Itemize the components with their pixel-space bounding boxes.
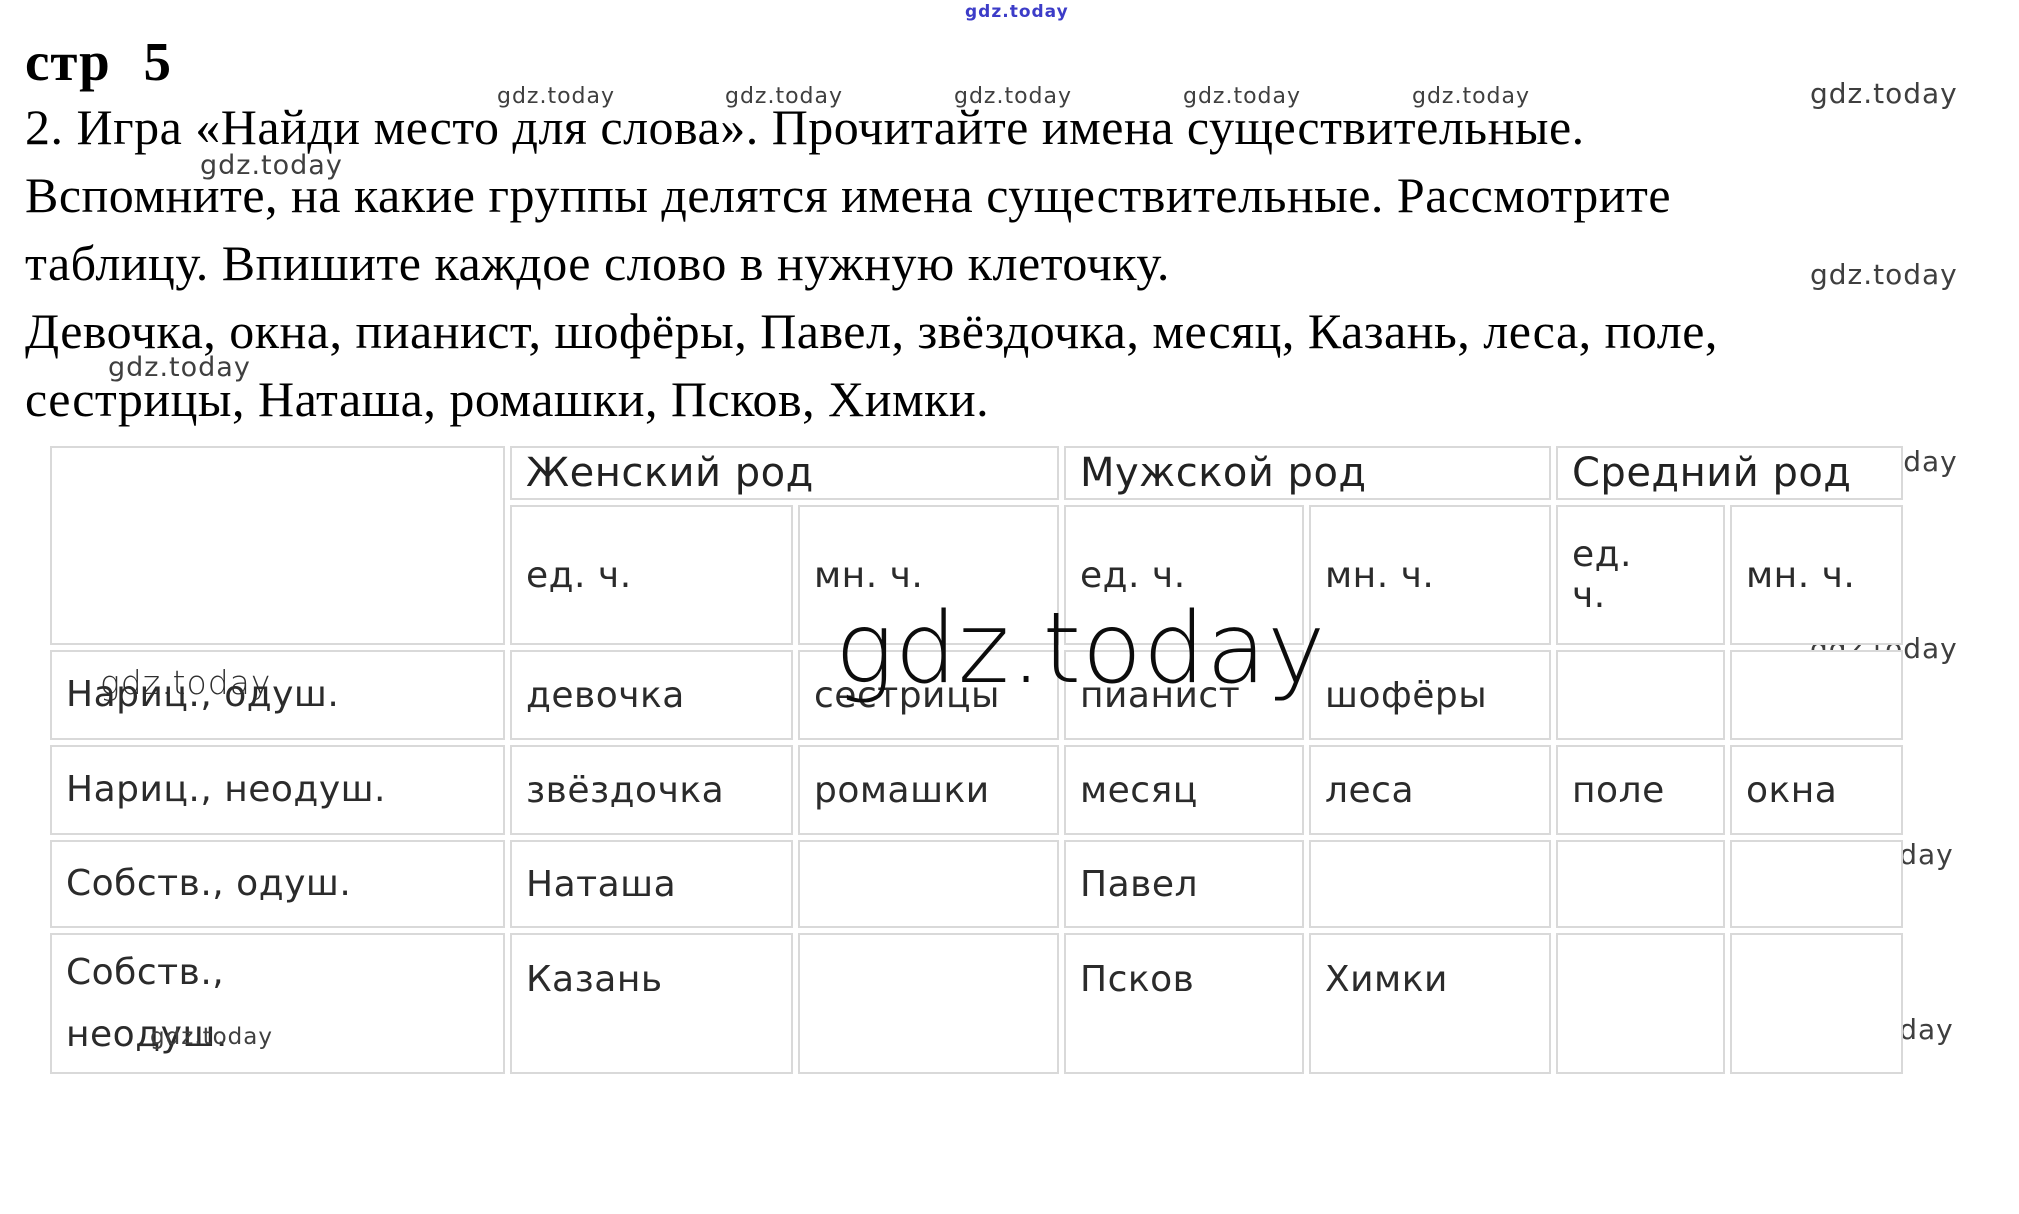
watermark-gray: gdz.today (108, 352, 251, 383)
table-cell: Псков (1064, 933, 1304, 1074)
watermark-gray: gdz.today (150, 1024, 273, 1050)
table-cell (798, 840, 1059, 928)
table-cell: шофёры (1309, 650, 1551, 740)
row-label: Нариц., неодуш. (50, 745, 505, 835)
page-title: стр 5 (25, 31, 172, 92)
watermark-gray: gdz.today (1412, 84, 1531, 109)
watermark-gray: gdz.today (1810, 258, 1958, 291)
watermark-gray: gdz.today (1183, 84, 1302, 109)
table-cell (798, 933, 1059, 1074)
table-cell (1556, 650, 1725, 740)
watermark-blue-top: gdz.today (965, 2, 1069, 22)
header-neuter: Средний род (1556, 446, 1903, 500)
table-cell: месяц (1064, 745, 1304, 835)
table-cell (1556, 933, 1725, 1074)
table-cell: звёздочка (510, 745, 793, 835)
subheader-plural: мн. ч. (798, 505, 1059, 645)
word-list-line: Девочка, окна, пианист, шофёры, Павел, з… (25, 303, 1718, 359)
table-cell: пианист (1064, 650, 1304, 740)
watermark-gray: gdz.today (1810, 77, 1958, 110)
watermark-gray: gdz.today (100, 663, 272, 702)
watermark-gray: gdz.today (725, 84, 844, 109)
subheader-singular: ед. ч. (510, 505, 793, 645)
table-cell (1730, 840, 1903, 928)
watermark-big-center: gdz.today (835, 592, 1327, 706)
subheader-singular: ед. ч. (1556, 505, 1725, 645)
table-cell: леса (1309, 745, 1551, 835)
table-cell (1309, 840, 1551, 928)
table-cell: ромашки (798, 745, 1059, 835)
task-text-line: Вспомните, на какие группы делятся имена… (25, 167, 1672, 223)
subheader-singular: ед. ч. (1064, 505, 1304, 645)
subheader-plural: мн. ч. (1730, 505, 1903, 645)
watermark-gray: gdz.today (954, 84, 1073, 109)
table-cell: Казань (510, 933, 793, 1074)
watermark-gray: gdz.today (497, 84, 616, 109)
table-cell: Химки (1309, 933, 1551, 1074)
table-cell (1730, 650, 1903, 740)
nouns-classification-table: Женский род Мужской род Средний род ед. … (45, 441, 1908, 1079)
task-text-line: 2. Игра «Найди место для слова». Прочита… (25, 99, 1585, 155)
table-corner-cell (50, 446, 505, 645)
subheader-plural: мн. ч. (1309, 505, 1551, 645)
row-label: Собств., одуш. (50, 840, 505, 928)
task-text-line: таблицу. Впишите каждое слово в нужную к… (25, 235, 1170, 291)
table-cell: окна (1730, 745, 1903, 835)
table-cell (1730, 933, 1903, 1074)
row-label: Собств., неодуш. (50, 933, 505, 1074)
header-feminine: Женский род (510, 446, 1059, 500)
row-label: Нариц., одуш. (50, 650, 505, 740)
watermark-gray: gdz.today (200, 150, 343, 181)
table-cell (1556, 840, 1725, 928)
table-cell: Павел (1064, 840, 1304, 928)
table-cell: Наташа (510, 840, 793, 928)
table-cell: сестрицы (798, 650, 1059, 740)
table-cell: девочка (510, 650, 793, 740)
word-list-line: сестрицы, Наташа, ромашки, Псков, Химки. (25, 371, 990, 427)
header-masculine: Мужской род (1064, 446, 1551, 500)
table-cell: поле (1556, 745, 1725, 835)
